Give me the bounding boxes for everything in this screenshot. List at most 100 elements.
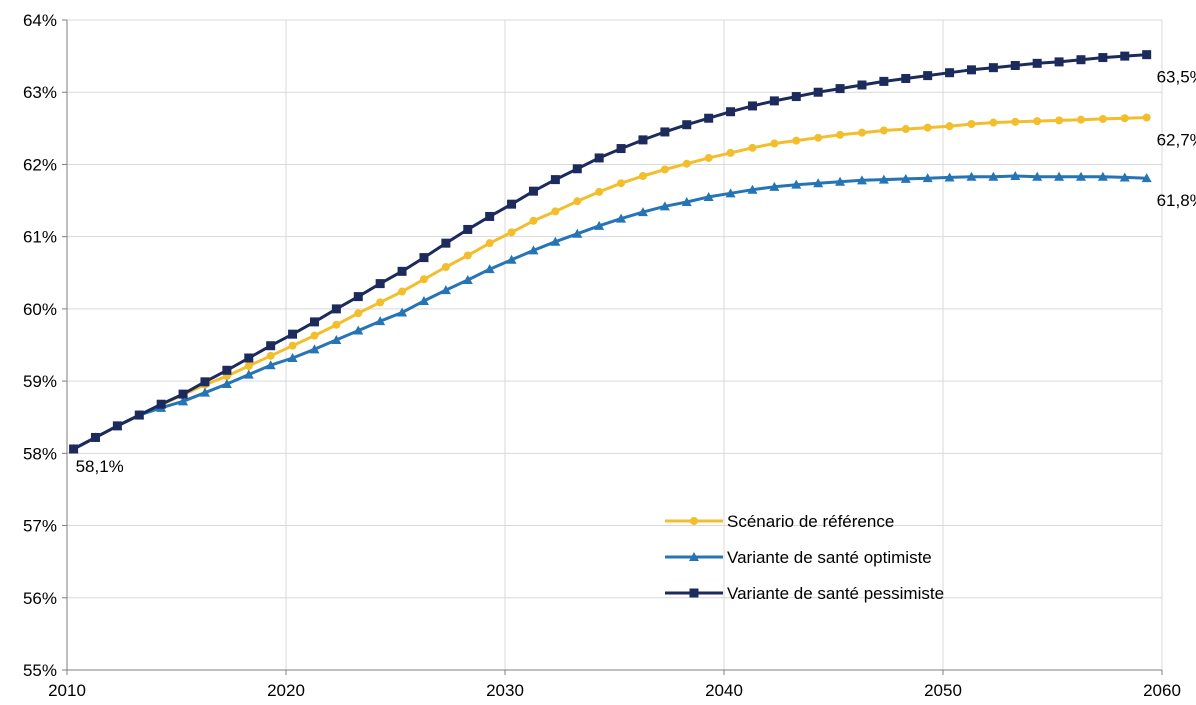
data-point [528, 245, 539, 255]
data-point [989, 118, 998, 127]
y-tick-label: 58% [23, 444, 57, 463]
data-point [243, 369, 254, 379]
axes: 55% 56% 57% 58% 59% 60% 61% 62% 63% 64% 2010 2020 20… [23, 11, 1181, 700]
data-point [857, 128, 866, 137]
series-line [72, 53, 1147, 451]
data-point [507, 199, 517, 209]
data-point [551, 207, 560, 216]
data-point [747, 184, 758, 194]
data-point [1054, 171, 1065, 181]
data-point [462, 275, 473, 284]
data-point [506, 254, 517, 264]
y-tick-label: 60% [23, 300, 57, 319]
data-point [265, 360, 276, 370]
data-point [900, 173, 911, 183]
data-label: 58,1% [76, 457, 124, 476]
data-point [923, 123, 932, 132]
data-point [878, 174, 889, 184]
data-point [134, 410, 144, 420]
data-point [1055, 116, 1064, 125]
data-point [266, 341, 276, 351]
data-point [221, 379, 232, 388]
data-point [681, 197, 692, 206]
data-point [1033, 117, 1042, 126]
data-point [791, 179, 802, 189]
data-point [1097, 171, 1108, 181]
y-tick-label: 57% [23, 517, 57, 536]
grid-lines [66, 19, 1163, 671]
series-line [72, 174, 1147, 451]
data-point [835, 176, 846, 186]
data-point [901, 74, 911, 83]
legend-marker [689, 552, 699, 561]
data-point [682, 120, 692, 130]
data-point [704, 153, 713, 162]
data-point [922, 173, 933, 183]
data-point [440, 285, 451, 295]
data-point [463, 251, 472, 260]
data-point [1032, 58, 1042, 68]
data-point [813, 87, 823, 97]
data-point [856, 175, 867, 185]
data-point [484, 264, 495, 274]
data-point [682, 159, 691, 168]
data-point [550, 175, 560, 185]
x-tick-label: 2060 [1143, 681, 1181, 700]
data-point [1011, 117, 1020, 126]
data-point [923, 71, 933, 81]
data-point [463, 224, 473, 234]
data-point [573, 197, 582, 206]
y-tick-label: 64% [23, 11, 57, 30]
data-point [1141, 173, 1152, 183]
data-point [901, 125, 910, 134]
data-point [288, 329, 298, 339]
data-point [659, 201, 670, 211]
data-point [660, 127, 670, 137]
x-tick-label: 2020 [267, 681, 305, 700]
legend-label: Scénario de référence [727, 512, 894, 531]
data-point [594, 153, 604, 163]
legend-item: Variante de santé optimiste [665, 548, 932, 567]
data-point [441, 238, 451, 248]
data-point [966, 171, 977, 181]
data-point [199, 387, 210, 397]
data-point [332, 320, 341, 329]
x-tick-label: 2040 [705, 681, 743, 700]
data-point [310, 331, 319, 340]
data-point [331, 334, 342, 344]
data-point [1098, 53, 1108, 63]
data-point [419, 253, 429, 263]
data-point [309, 344, 320, 354]
data-point [1010, 171, 1021, 180]
y-tick-label: 59% [23, 372, 57, 391]
data-point [1010, 61, 1020, 70]
data-point [507, 228, 516, 237]
y-tick-label: 62% [23, 155, 57, 174]
data-point [770, 139, 779, 148]
legend-label: Variante de santé pessimiste [727, 584, 944, 603]
data-point [814, 133, 823, 142]
data-point [966, 65, 976, 75]
legend-marker [689, 588, 699, 598]
data-point [376, 298, 385, 307]
data-point [726, 107, 736, 117]
data-point [441, 263, 450, 271]
data-point [572, 228, 583, 238]
data-point [660, 165, 669, 174]
data-point [617, 179, 626, 188]
data-point [1120, 51, 1130, 61]
x-tick-label: 2030 [486, 681, 524, 700]
data-point [69, 444, 79, 454]
data-point [1098, 114, 1107, 123]
data-point [857, 80, 867, 90]
data-label: 62,7% [1157, 131, 1196, 150]
data-point [354, 309, 363, 318]
data-point [638, 135, 648, 145]
data-labels: 58,1% 63,5% 62,7% 61,8% [76, 68, 1196, 476]
data-point [397, 307, 408, 317]
series-group [68, 50, 1152, 454]
data-point [288, 341, 297, 350]
data-point [792, 136, 801, 145]
